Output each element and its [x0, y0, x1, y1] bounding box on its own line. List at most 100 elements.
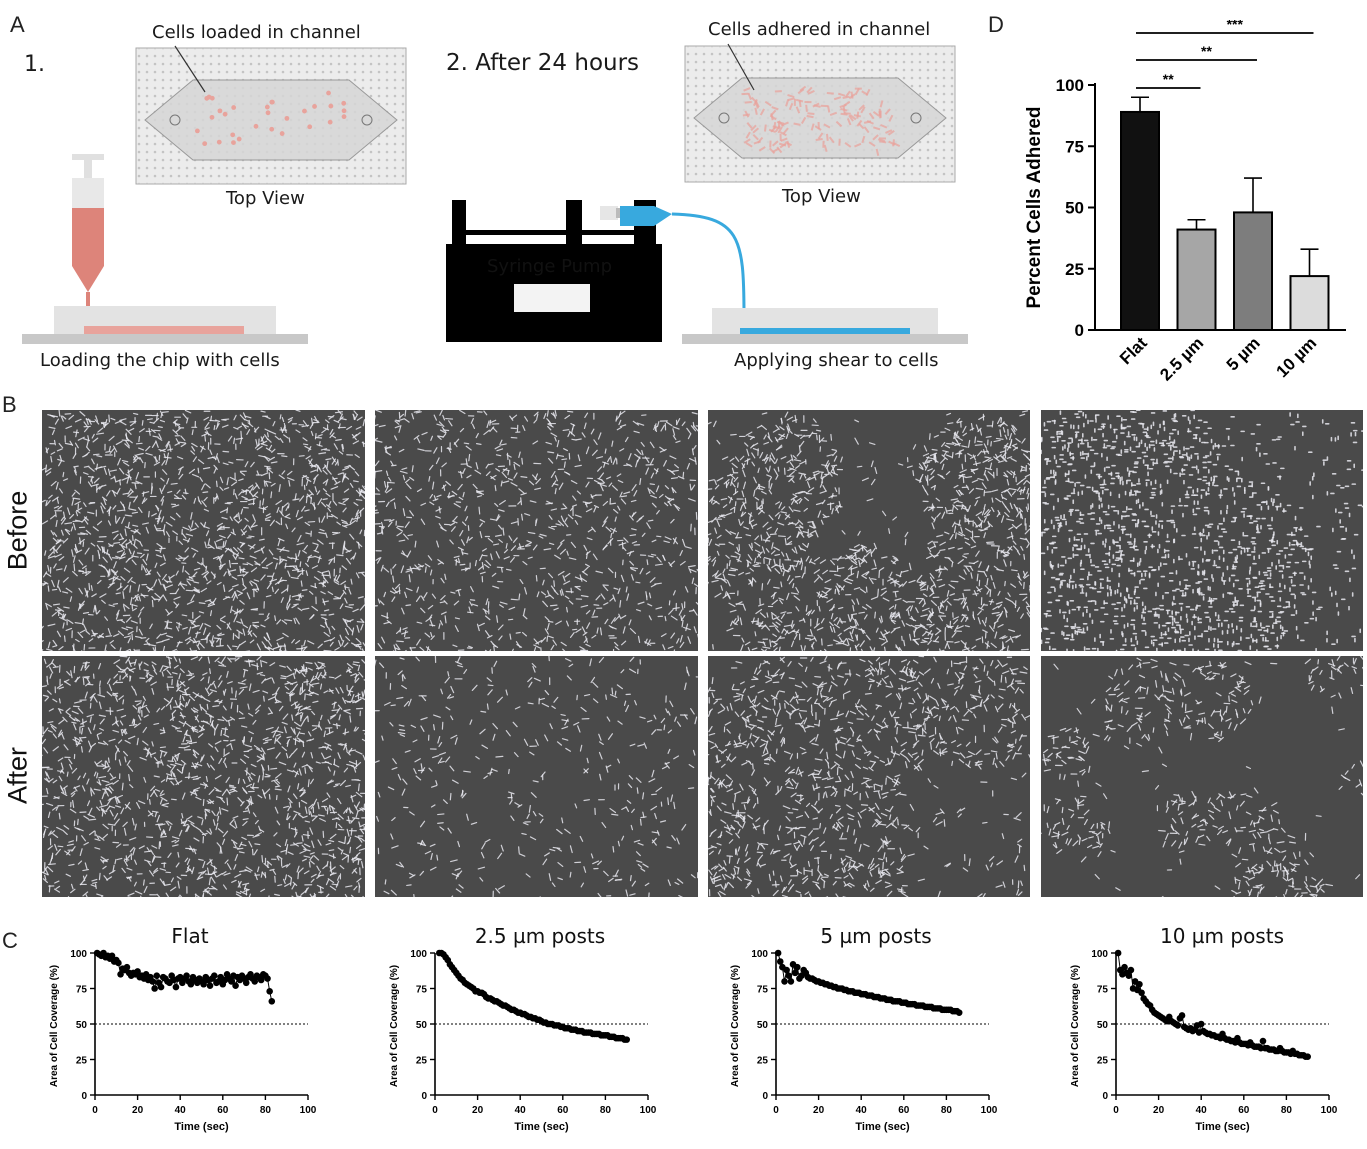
- top-view-2-label: Top View: [782, 186, 861, 207]
- d-xtick-label: 10 µm: [1273, 333, 1321, 381]
- caption-shear: Applying shear to cells: [734, 350, 939, 371]
- top-view-1-title: Cells loaded in channel: [152, 22, 361, 43]
- d-ytick-label: 50: [1065, 199, 1084, 218]
- d-bar: [1233, 211, 1273, 331]
- c-data-point: [153, 972, 161, 980]
- c-data-point: [157, 983, 165, 991]
- c-ytick-label: 0: [421, 1091, 427, 1102]
- c-data-point: [623, 1036, 630, 1043]
- d-sig-label: **: [1201, 43, 1212, 59]
- top-view-1-diagram: [135, 45, 407, 185]
- c-ytick-label: 75: [416, 985, 428, 996]
- c-xlabel: Time (sec): [174, 1121, 229, 1133]
- c-xtick-label: 60: [557, 1105, 569, 1116]
- step-2-label: 2. After 24 hours: [446, 50, 640, 76]
- c-xtick-label: 100: [1321, 1105, 1338, 1116]
- micrograph-10um-before: [1041, 410, 1363, 651]
- top-view-1-label: Top View: [226, 188, 305, 209]
- c-data-point: [774, 949, 782, 957]
- d-bar: [1120, 110, 1160, 331]
- d-sig-label: ***: [1227, 20, 1244, 32]
- micrograph-flat-before: [42, 410, 365, 651]
- d-xtick-label: 5 µm: [1223, 333, 1264, 374]
- c-ylabel: Area of Cell Coverage (%): [49, 965, 60, 1087]
- d-bar: [1176, 228, 1217, 331]
- coverage-chart-2-5um: 0 25 50 75 100 0 20 40 60 80 100 Time (sec) Area of …: [389, 949, 657, 1133]
- c-data-point: [1121, 963, 1128, 971]
- c-xtick-label: 60: [1238, 1105, 1250, 1116]
- micrograph-2-5um-after: [375, 656, 698, 897]
- c-data-point: [781, 978, 788, 985]
- c-xtick-label: 20: [813, 1105, 825, 1116]
- c-ytick-label: 75: [1097, 985, 1109, 996]
- chart-title-2-5um: 2.5 µm posts: [474, 924, 606, 948]
- c-data-point: [1136, 980, 1143, 988]
- c-xtick-label: 100: [981, 1105, 998, 1116]
- c-ytick-label: 100: [410, 949, 427, 960]
- c-xtick-label: 60: [217, 1105, 229, 1116]
- c-xtick-label: 0: [1113, 1105, 1119, 1116]
- coverage-chart-10um: 0 25 50 75 100 0 20 40 60 80 100 Time (sec) Area of …: [1070, 949, 1338, 1133]
- c-xtick-label: 100: [640, 1105, 657, 1116]
- c-ytick-label: 0: [81, 1091, 87, 1102]
- d-ytick-label: 100: [1056, 76, 1084, 95]
- micrograph-5um-before: [708, 410, 1030, 651]
- c-data-point: [115, 959, 122, 967]
- c-data-point: [787, 978, 795, 985]
- c-data-point: [228, 978, 235, 985]
- c-data-point: [242, 979, 250, 987]
- c-data-point: [187, 980, 195, 988]
- c-xtick-label: 60: [898, 1105, 910, 1116]
- c-ytick-label: 50: [416, 1020, 428, 1031]
- c-data-point: [266, 988, 273, 995]
- c-data-point: [1259, 1037, 1267, 1045]
- c-ytick-label: 100: [751, 949, 768, 960]
- c-xtick-label: 40: [175, 1105, 187, 1116]
- c-xtick-label: 80: [941, 1105, 953, 1116]
- c-xlabel: Time (sec): [1195, 1121, 1250, 1133]
- c-ytick-label: 0: [1102, 1091, 1108, 1102]
- c-ytick-label: 75: [757, 985, 769, 996]
- c-xtick-label: 0: [432, 1105, 438, 1116]
- d-sig-label: **: [1163, 71, 1174, 87]
- c-ytick-label: 25: [76, 1056, 88, 1067]
- d-ylabel: Percent Cells Adhered: [1024, 106, 1045, 308]
- d-ytick-label: 25: [1065, 260, 1084, 279]
- c-data-point: [251, 978, 259, 985]
- c-ytick-label: 75: [76, 985, 88, 996]
- c-data-point: [151, 985, 158, 992]
- c-xtick-label: 80: [1281, 1105, 1293, 1116]
- c-data-point: [210, 972, 218, 980]
- d-bar: [1289, 275, 1330, 332]
- c-data-point: [134, 968, 141, 975]
- c-data-point: [257, 976, 265, 984]
- c-ytick-label: 25: [1097, 1056, 1109, 1067]
- coverage-chart-flat: 0 25 50 75 100 0 20 40 60 80 100 Time (sec) Area of …: [49, 949, 317, 1133]
- c-ytick-label: 0: [762, 1091, 768, 1102]
- c-xtick-label: 100: [300, 1105, 317, 1116]
- c-data-point: [108, 952, 116, 960]
- c-ytick-label: 50: [76, 1020, 88, 1031]
- c-ytick-label: 25: [757, 1056, 769, 1067]
- c-data-point: [1178, 1012, 1186, 1019]
- c-data-point: [1197, 1020, 1205, 1028]
- c-data-point: [172, 983, 180, 991]
- row-label-before: Before: [2, 490, 33, 571]
- c-data-point: [1174, 1022, 1182, 1029]
- c-data-point: [1138, 989, 1145, 997]
- c-xtick-label: 40: [1196, 1105, 1208, 1116]
- c-ytick-label: 50: [757, 1020, 769, 1031]
- c-data-point: [1114, 949, 1122, 957]
- c-data-point: [123, 963, 131, 971]
- panel-letter-c: C: [2, 928, 18, 953]
- c-data-point: [791, 969, 799, 977]
- c-xtick-label: 20: [1153, 1105, 1165, 1116]
- top-view-2-title: Cells adhered in channel: [708, 19, 931, 40]
- c-ylabel: Area of Cell Coverage (%): [389, 965, 400, 1087]
- d-xtick-label: Flat: [1116, 333, 1151, 368]
- syringe-loading-diagram: [22, 154, 308, 344]
- c-ylabel: Area of Cell Coverage (%): [1070, 965, 1081, 1087]
- chart-title-10um: 10 µm posts: [1160, 924, 1284, 948]
- c-data-point: [1304, 1053, 1311, 1060]
- c-data-point: [264, 975, 271, 982]
